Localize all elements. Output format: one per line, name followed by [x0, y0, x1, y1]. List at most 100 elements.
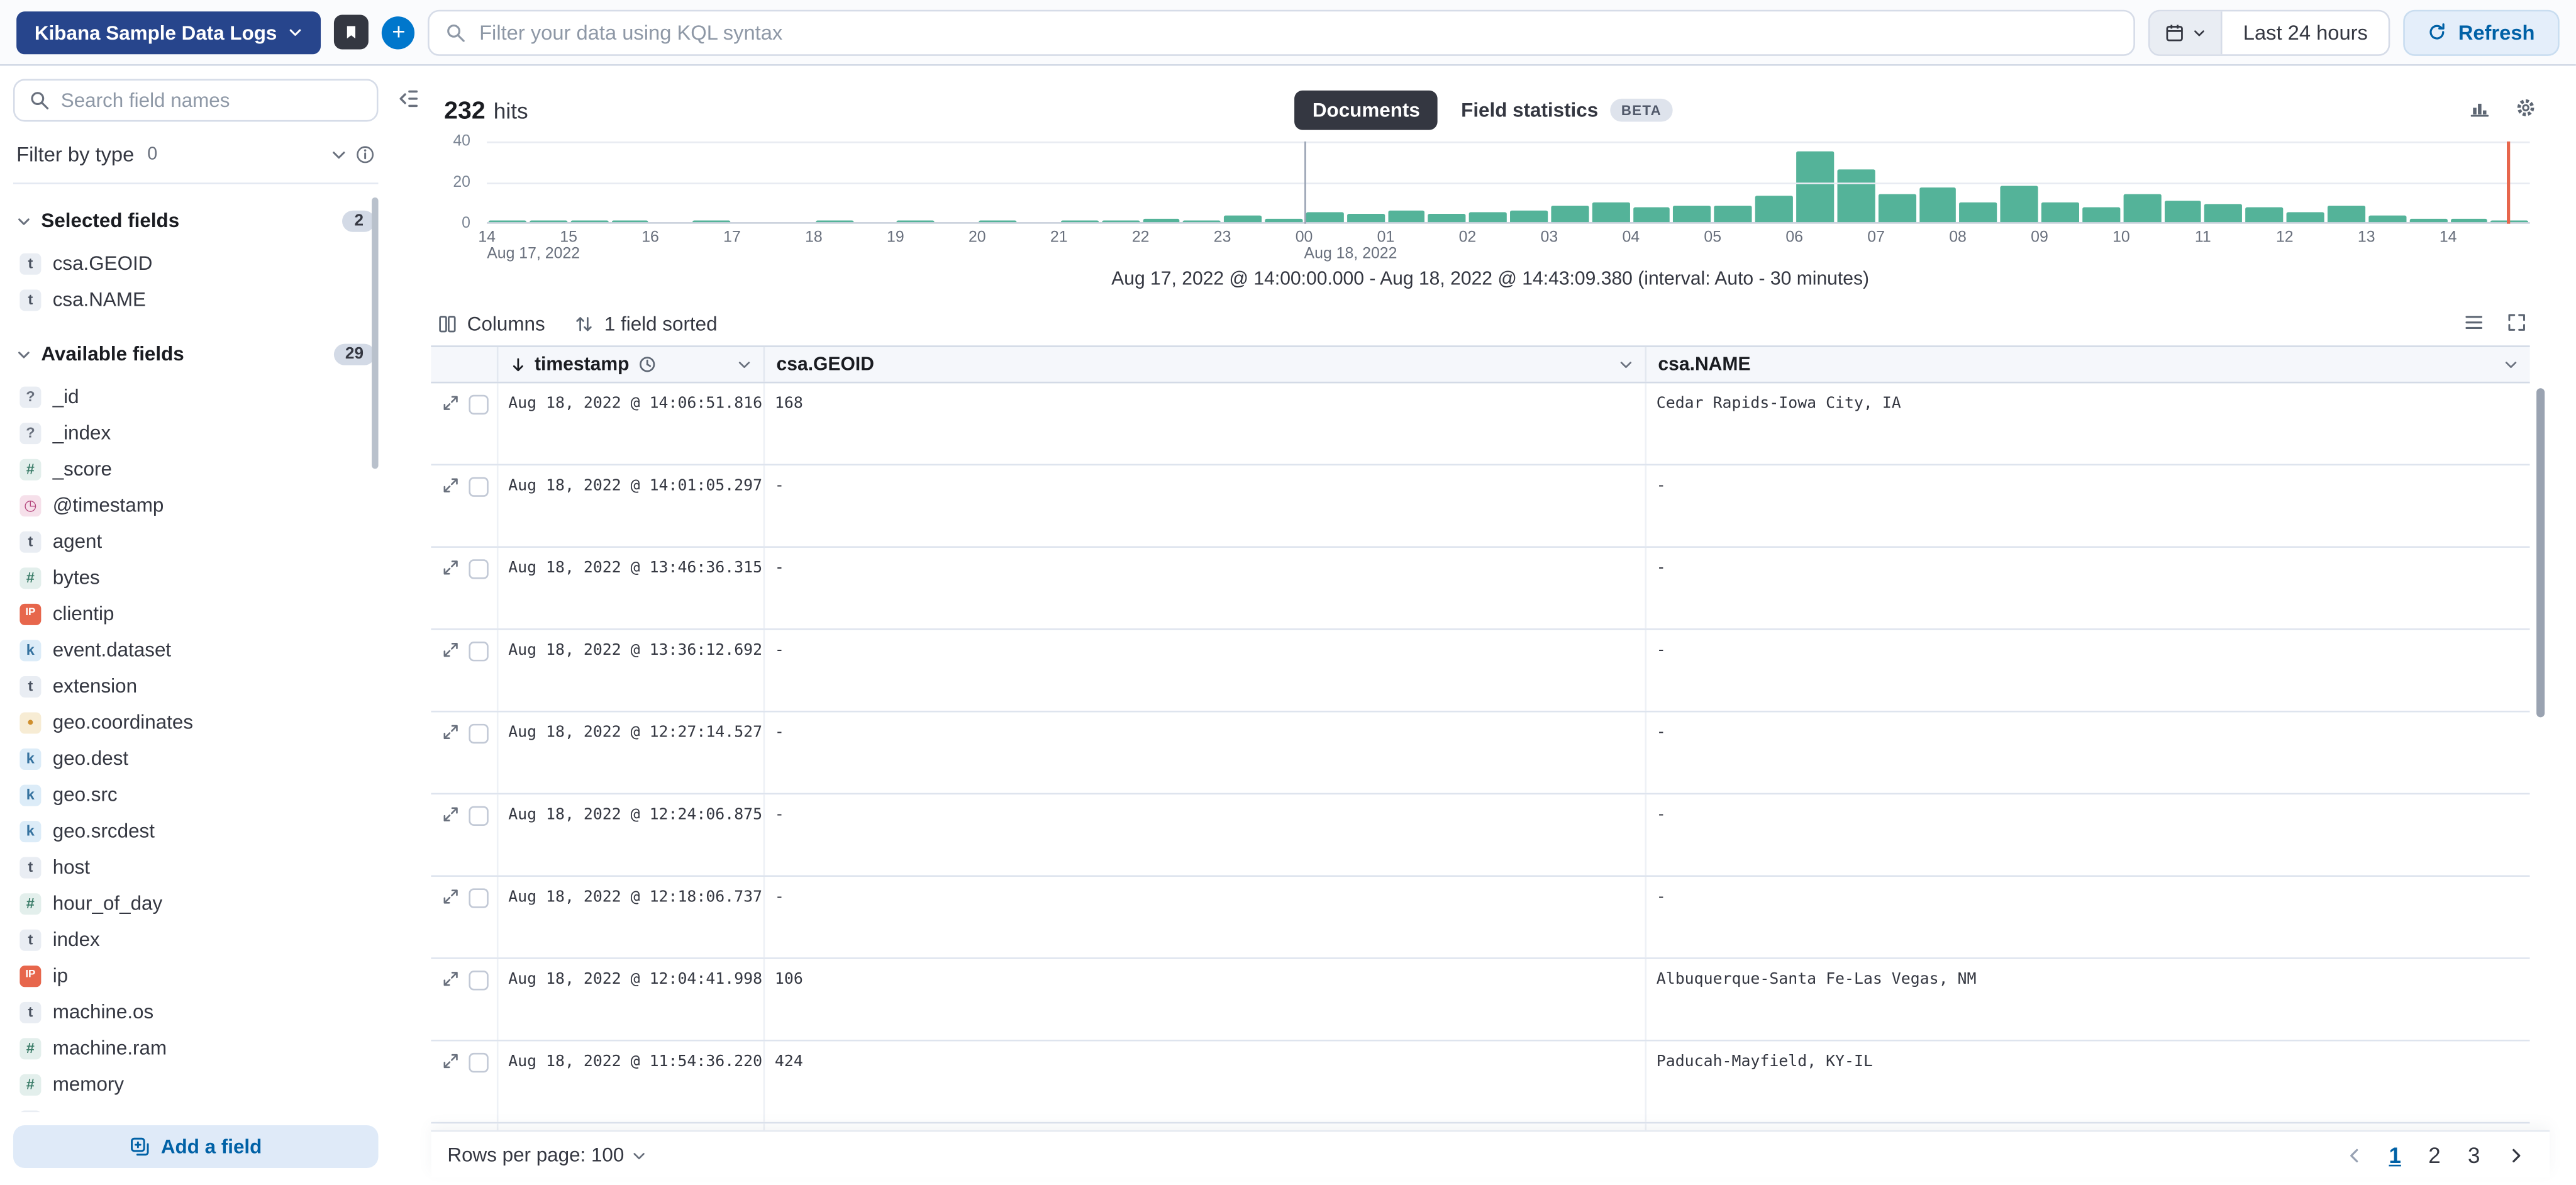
- timestamp-cell[interactable]: Aug 18, 2022 @ 13:36:12.692: [496, 630, 763, 711]
- csa-name-cell[interactable]: -: [1645, 794, 2530, 876]
- page-button-1[interactable]: 1: [2377, 1137, 2413, 1174]
- csa-name-cell[interactable]: Tulsa-Muskogee-Bartlesville, OK: [1645, 1123, 2530, 1132]
- expand-document-button[interactable]: [443, 642, 459, 658]
- page-button-2[interactable]: 2: [2416, 1137, 2453, 1174]
- csa-geoid-cell[interactable]: 168: [763, 383, 1645, 464]
- expand-document-button[interactable]: [443, 559, 459, 576]
- timestamp-cell[interactable]: Aug 18, 2022 @ 14:06:51.816: [496, 383, 763, 464]
- field-item-message[interactable]: t message: [13, 1102, 379, 1113]
- csa-name-cell[interactable]: Cedar Rapids-Iowa City, IA: [1645, 383, 2530, 464]
- histogram-bar[interactable]: [1346, 214, 1385, 223]
- histogram-bar[interactable]: [2163, 199, 2202, 223]
- histogram-bar[interactable]: [1551, 206, 1589, 223]
- histogram-bar[interactable]: [1306, 212, 1344, 223]
- column-menu-button[interactable]: [2504, 357, 2519, 372]
- histogram-bar[interactable]: [1428, 214, 1467, 223]
- histogram-bar[interactable]: [529, 220, 567, 223]
- time-range-button[interactable]: Last 24 hours: [2222, 11, 2389, 53]
- csa-name-cell[interactable]: -: [1645, 712, 2530, 793]
- field-item-memory[interactable]: # memory: [13, 1066, 379, 1103]
- expand-document-button[interactable]: [443, 971, 459, 987]
- field-item-_index[interactable]: ? _index: [13, 414, 379, 451]
- column-header-csa-name[interactable]: csa.NAME: [1645, 347, 2530, 382]
- csa-name-cell[interactable]: Albuquerque-Santa Fe-Las Vegas, NM: [1645, 959, 2530, 1040]
- filter-by-type-button[interactable]: Filter by type 0: [13, 135, 379, 184]
- histogram-bar[interactable]: [2327, 206, 2365, 223]
- field-item-bytes[interactable]: # bytes: [13, 559, 379, 596]
- collapse-sidebar-button[interactable]: [395, 86, 421, 112]
- field-item-extension[interactable]: t extension: [13, 668, 379, 704]
- field-search-bar[interactable]: [13, 79, 379, 122]
- histogram-bar[interactable]: [1592, 202, 1629, 223]
- field-item-ip[interactable]: IP ip: [13, 957, 379, 994]
- expand-document-button[interactable]: [443, 477, 459, 493]
- timestamp-cell[interactable]: Aug 18, 2022 @ 13:46:36.315: [496, 547, 763, 629]
- row-checkbox[interactable]: [469, 394, 489, 415]
- fullscreen-button[interactable]: [2507, 312, 2526, 337]
- grid-scrollbar[interactable]: [2536, 388, 2545, 718]
- histogram-bar[interactable]: [2286, 212, 2324, 223]
- csa-geoid-cell[interactable]: 424: [763, 1041, 1645, 1122]
- timestamp-cell[interactable]: Aug 18, 2022 @ 12:24:06.875: [496, 794, 763, 876]
- histogram-bar[interactable]: [1714, 206, 1752, 223]
- histogram-bar[interactable]: [2123, 194, 2161, 223]
- display-density-button[interactable]: [2464, 312, 2484, 337]
- column-header-timestamp[interactable]: timestamp: [496, 347, 763, 382]
- sort-fields-button[interactable]: 1 field sorted: [575, 313, 718, 336]
- field-item-@timestamp[interactable]: ◷ @timestamp: [13, 487, 379, 523]
- expand-document-button[interactable]: [443, 1053, 459, 1069]
- histogram-bar[interactable]: [1674, 206, 1711, 223]
- saved-query-menu-button[interactable]: [334, 14, 369, 50]
- tab-field-statistics[interactable]: Field statistics BETA: [1448, 91, 1686, 130]
- field-item-event.dataset[interactable]: k event.dataset: [13, 631, 379, 668]
- columns-button[interactable]: Columns: [438, 313, 545, 336]
- histogram-bar[interactable]: [1796, 151, 1834, 223]
- add-filter-button[interactable]: +: [382, 15, 416, 49]
- csa-geoid-cell[interactable]: -: [763, 547, 1645, 629]
- csa-geoid-cell[interactable]: -: [763, 877, 1645, 958]
- previous-page-button[interactable]: [2336, 1137, 2372, 1174]
- csa-geoid-cell[interactable]: 538: [763, 1123, 1645, 1132]
- kql-search-bar[interactable]: [428, 9, 2135, 55]
- add-field-button[interactable]: Add a field: [13, 1126, 379, 1169]
- field-item-clientip[interactable]: IP clientip: [13, 596, 379, 632]
- histogram-bar[interactable]: [692, 220, 731, 223]
- histogram-bar[interactable]: [1142, 218, 1180, 223]
- histogram-bar[interactable]: [2450, 218, 2488, 223]
- kql-search-input[interactable]: [479, 20, 2117, 44]
- csa-name-cell[interactable]: -: [1645, 877, 2530, 958]
- data-view-picker-button[interactable]: Kibana Sample Data Logs: [16, 11, 322, 54]
- histogram-bar[interactable]: [979, 220, 1017, 223]
- field-item-agent[interactable]: t agent: [13, 523, 379, 560]
- histogram-bar[interactable]: [1755, 196, 1793, 223]
- histogram-bar[interactable]: [2082, 208, 2120, 223]
- histogram-bar[interactable]: [1919, 187, 1957, 223]
- available-fields-section-header[interactable]: Available fields 29: [13, 339, 379, 369]
- histogram-bar[interactable]: [488, 220, 526, 223]
- histogram-plot[interactable]: [487, 141, 2530, 224]
- field-item-host[interactable]: t host: [13, 849, 379, 886]
- histogram-bar[interactable]: [2001, 186, 2038, 223]
- row-checkbox[interactable]: [469, 971, 489, 991]
- histogram-bar[interactable]: [1060, 220, 1099, 223]
- row-checkbox[interactable]: [469, 723, 489, 744]
- csa-geoid-cell[interactable]: -: [763, 465, 1645, 547]
- expand-document-button[interactable]: [443, 888, 459, 904]
- row-checkbox[interactable]: [469, 642, 489, 662]
- timestamp-cell[interactable]: Aug 18, 2022 @ 12:27:14.527: [496, 712, 763, 793]
- csa-name-cell[interactable]: -: [1645, 547, 2530, 629]
- row-checkbox[interactable]: [469, 806, 489, 826]
- histogram-bar[interactable]: [1183, 220, 1221, 223]
- csa-geoid-cell[interactable]: 106: [763, 959, 1645, 1040]
- csa-name-cell[interactable]: -: [1645, 465, 2530, 547]
- csa-name-cell[interactable]: -: [1645, 630, 2530, 711]
- row-checkbox[interactable]: [469, 477, 489, 497]
- timestamp-cell[interactable]: Aug 18, 2022 @ 11:38:27.836: [496, 1123, 763, 1132]
- csa-geoid-cell[interactable]: -: [763, 794, 1645, 876]
- row-checkbox[interactable]: [469, 1052, 489, 1073]
- expand-document-button[interactable]: [443, 724, 459, 740]
- histogram-bar[interactable]: [2041, 202, 2079, 223]
- field-item-csa.GEOID[interactable]: t csa.GEOID: [13, 245, 379, 282]
- histogram-bar[interactable]: [1224, 216, 1262, 223]
- field-search-input[interactable]: [60, 89, 362, 112]
